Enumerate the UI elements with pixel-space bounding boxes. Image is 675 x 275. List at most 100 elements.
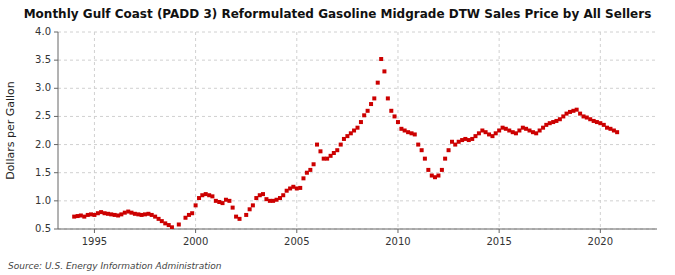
point xyxy=(426,168,430,172)
y-tick xyxy=(54,60,58,61)
source-note: Source: U.S. Energy Information Administ… xyxy=(8,261,222,271)
point xyxy=(524,127,528,131)
point xyxy=(504,127,508,131)
y-tick-label: 1.5 xyxy=(35,167,51,178)
point xyxy=(79,213,83,217)
point xyxy=(463,137,467,141)
point xyxy=(227,199,231,203)
point xyxy=(261,192,265,196)
point xyxy=(177,222,181,226)
point xyxy=(89,212,93,216)
y-tick-label: 0.5 xyxy=(35,223,51,234)
point xyxy=(393,114,397,118)
y-tick-label: 1.0 xyxy=(35,195,51,206)
x-tick-label: 2020 xyxy=(588,236,613,247)
point xyxy=(204,192,208,196)
title: Monthly Gulf Coast (PADD 3) Reformulated… xyxy=(24,7,652,21)
point xyxy=(72,215,76,219)
point xyxy=(264,197,268,201)
point xyxy=(362,113,366,117)
y-tick xyxy=(54,88,58,89)
point xyxy=(210,194,214,198)
point xyxy=(382,69,386,73)
y-axis-line xyxy=(58,32,59,229)
point xyxy=(359,120,363,124)
y-tick xyxy=(54,229,58,230)
point xyxy=(143,212,147,216)
point xyxy=(352,129,356,133)
x-tick xyxy=(397,229,398,233)
point xyxy=(200,193,204,197)
point xyxy=(231,206,235,210)
grid-line xyxy=(195,32,196,229)
point xyxy=(318,149,322,153)
point xyxy=(92,213,96,217)
x-tick-label: 1995 xyxy=(82,236,107,247)
point xyxy=(325,157,329,161)
y-tick-label: 2.5 xyxy=(35,110,51,121)
point xyxy=(275,198,279,202)
point xyxy=(224,198,228,202)
point xyxy=(103,211,107,215)
y-tick xyxy=(54,144,58,145)
point xyxy=(221,201,225,205)
y-tick xyxy=(54,32,58,33)
grid-line xyxy=(600,32,601,229)
point xyxy=(528,129,532,133)
point xyxy=(109,212,113,216)
point xyxy=(129,211,133,215)
grid-line xyxy=(58,144,657,145)
y-tick-label: 3.0 xyxy=(35,82,51,93)
point xyxy=(440,168,444,172)
grid-line xyxy=(58,172,657,173)
point xyxy=(281,193,285,197)
point xyxy=(517,129,521,133)
x-tick xyxy=(600,229,601,233)
point xyxy=(420,148,424,152)
point xyxy=(369,102,373,106)
point xyxy=(251,203,255,207)
x-tick xyxy=(195,229,196,233)
point xyxy=(457,140,461,144)
point xyxy=(436,174,440,178)
point xyxy=(285,189,289,193)
x-axis-line xyxy=(58,229,657,230)
point xyxy=(254,196,258,200)
point xyxy=(214,199,218,203)
point xyxy=(376,81,380,85)
point xyxy=(507,129,511,133)
point xyxy=(423,157,427,161)
point xyxy=(389,109,393,113)
point xyxy=(244,213,248,217)
chart: 0.51.01.52.02.53.03.54.01995200020052010… xyxy=(0,0,675,275)
y-tick xyxy=(54,172,58,173)
point xyxy=(194,203,198,207)
point xyxy=(386,96,390,100)
point xyxy=(433,175,437,179)
point xyxy=(565,112,569,116)
x-tick-label: 2015 xyxy=(486,236,511,247)
point xyxy=(467,138,471,142)
point xyxy=(453,143,457,147)
point xyxy=(372,96,376,100)
point xyxy=(345,134,349,138)
grid-line xyxy=(58,116,657,117)
point xyxy=(544,123,548,127)
x-tick-label: 2005 xyxy=(284,236,309,247)
point xyxy=(366,109,370,113)
point xyxy=(494,131,498,135)
point xyxy=(608,127,612,131)
point xyxy=(578,112,582,116)
point xyxy=(396,120,400,124)
y-tick-label: 2.0 xyxy=(35,139,51,150)
point xyxy=(123,211,127,215)
point xyxy=(484,130,488,134)
point xyxy=(160,219,164,223)
y-axis-label: Dollars per Gallon xyxy=(4,81,17,180)
point xyxy=(595,120,599,124)
point xyxy=(558,117,562,121)
point xyxy=(538,129,542,133)
grid xyxy=(58,32,657,229)
point xyxy=(153,215,157,219)
point xyxy=(305,171,309,175)
